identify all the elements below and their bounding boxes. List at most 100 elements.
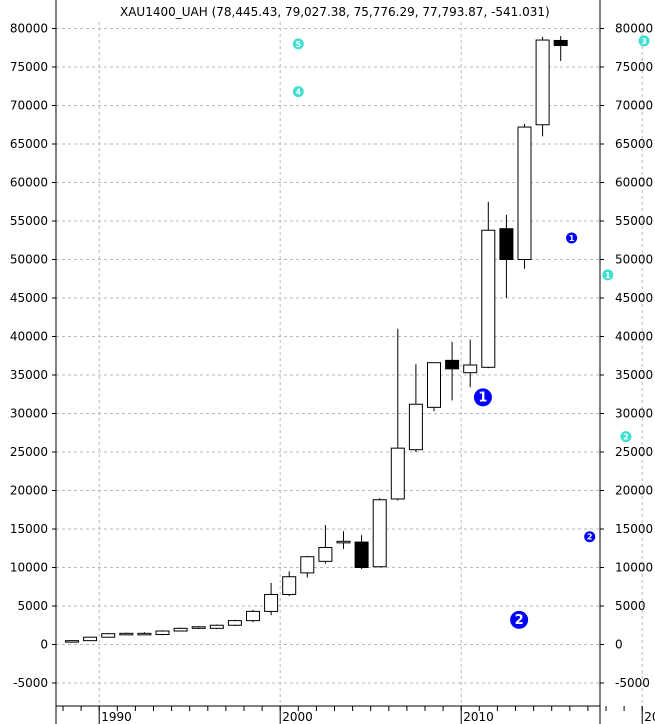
y-tick-label-left: 15000 — [10, 522, 48, 536]
candle[interactable] — [282, 571, 297, 596]
candle[interactable] — [372, 498, 387, 568]
wave-label-circle — [292, 86, 304, 98]
candle[interactable] — [155, 630, 170, 636]
y-tick-label-left: 80000 — [10, 22, 48, 36]
candle[interactable] — [517, 123, 532, 269]
x-tick-label: 2020 — [644, 710, 655, 724]
wave-label-3: 3 — [638, 35, 650, 47]
y-tick-label-right: 70000 — [615, 99, 653, 113]
candle[interactable] — [246, 609, 260, 623]
wave-label-circle — [510, 610, 529, 629]
candle[interactable] — [300, 555, 315, 578]
y-tick-label-right: 0 — [615, 638, 623, 652]
y-tick-label-left: 35000 — [10, 368, 48, 382]
candle[interactable] — [173, 627, 188, 632]
candle-body-bullish — [300, 556, 315, 574]
candle[interactable] — [101, 632, 116, 638]
candle[interactable] — [390, 328, 405, 501]
y-tick-label-right: 15000 — [615, 522, 653, 536]
y-tick-label-left: 75000 — [10, 60, 48, 74]
candle[interactable] — [65, 640, 79, 643]
y-tick-label-left: 10000 — [10, 561, 48, 575]
y-tick-label-left: 25000 — [10, 445, 48, 459]
wave-label-circle — [638, 35, 650, 47]
wave-label-circle — [292, 38, 304, 50]
candle[interactable] — [336, 531, 351, 550]
candle[interactable] — [553, 35, 568, 62]
candle-body-bullish — [408, 403, 423, 451]
y-tick-label-right: 30000 — [615, 407, 653, 421]
wave-label-text: 1 — [478, 390, 487, 405]
candle[interactable] — [264, 582, 279, 616]
chart-title: XAU1400_UAH (78,445.43, 79,027.38, 75,77… — [120, 5, 550, 19]
candle-body-bullish — [83, 636, 98, 642]
x-tick-label: 1990 — [101, 710, 132, 724]
candle-body-bullish — [101, 633, 116, 638]
wave-label-text: 4 — [296, 88, 302, 97]
candles-layer — [65, 35, 568, 643]
candle-body-bullish — [119, 632, 134, 636]
y-tick-label-left: 40000 — [10, 330, 48, 344]
candle[interactable] — [481, 201, 496, 369]
wave-label-text: 2 — [623, 433, 629, 442]
candle[interactable] — [227, 619, 242, 627]
candle[interactable] — [408, 364, 423, 452]
y-tick-label-right: 65000 — [615, 137, 653, 151]
candle[interactable] — [535, 36, 550, 137]
y-tick-label-right: 20000 — [615, 484, 653, 498]
y-tick-label-right: 55000 — [615, 214, 653, 228]
y-tick-label-left: 30000 — [10, 407, 48, 421]
candle[interactable] — [499, 214, 514, 298]
candle[interactable] — [463, 339, 478, 388]
wave-label-2: 2 — [510, 610, 529, 629]
candle[interactable] — [119, 632, 134, 636]
wave-label-4: 4 — [292, 86, 304, 98]
y-tick-label-right: 40000 — [615, 330, 653, 344]
candle-body-bullish — [264, 593, 279, 612]
y-tick-label-right: 10000 — [615, 561, 653, 575]
wave-label-circle — [584, 531, 596, 543]
x-tick-label: 2010 — [463, 710, 494, 724]
wave-label-1: 1 — [473, 388, 492, 407]
candle[interactable] — [318, 525, 333, 564]
wave-labels-layer: 33354111222 — [292, 35, 650, 629]
wave-label-text: 5 — [296, 40, 302, 49]
wave-label-2: 2 — [584, 531, 596, 543]
y-tick-label-right: 35000 — [615, 368, 653, 382]
wave-label-1: 1 — [566, 232, 578, 244]
y-tick-label-left: 0 — [40, 638, 48, 652]
y-tick-label-left: 45000 — [10, 291, 48, 305]
wave-label-circle — [473, 388, 492, 407]
candle[interactable] — [427, 362, 441, 412]
wave-label-2: 2 — [620, 431, 632, 443]
y-tick-label-right: 45000 — [615, 291, 653, 305]
candle-body-bullish — [372, 499, 387, 568]
y-tick-label-left: 55000 — [10, 214, 48, 228]
candle-body-bearish — [553, 39, 568, 46]
candle-body-bullish — [481, 229, 496, 368]
candle-body-bullish — [318, 546, 333, 562]
y-tick-label-left: 50000 — [10, 253, 48, 267]
wave-label-text: 3 — [641, 37, 647, 46]
candle-body-bullish — [427, 362, 441, 408]
candle[interactable] — [137, 632, 152, 636]
x-tick-label: 2000 — [282, 710, 313, 724]
candle-body-bullish — [517, 126, 532, 260]
candle-body-bullish — [227, 620, 242, 626]
candle[interactable] — [191, 626, 206, 630]
y-tick-label-left: 65000 — [10, 137, 48, 151]
y-tick-label-left: -5000 — [13, 676, 48, 690]
candle-body-bullish — [155, 630, 170, 635]
candle[interactable] — [209, 624, 224, 630]
y-tick-label-left: 60000 — [10, 176, 48, 190]
candle[interactable] — [83, 636, 98, 642]
candle[interactable] — [354, 535, 369, 570]
candle-body-bearish — [445, 359, 460, 370]
candle[interactable] — [445, 341, 460, 401]
y-tick-label-right: 5000 — [615, 599, 646, 613]
y-tick-label-right: 80000 — [615, 22, 653, 36]
candle-body-bearish — [354, 541, 369, 569]
wave-label-text: 1 — [605, 271, 611, 280]
